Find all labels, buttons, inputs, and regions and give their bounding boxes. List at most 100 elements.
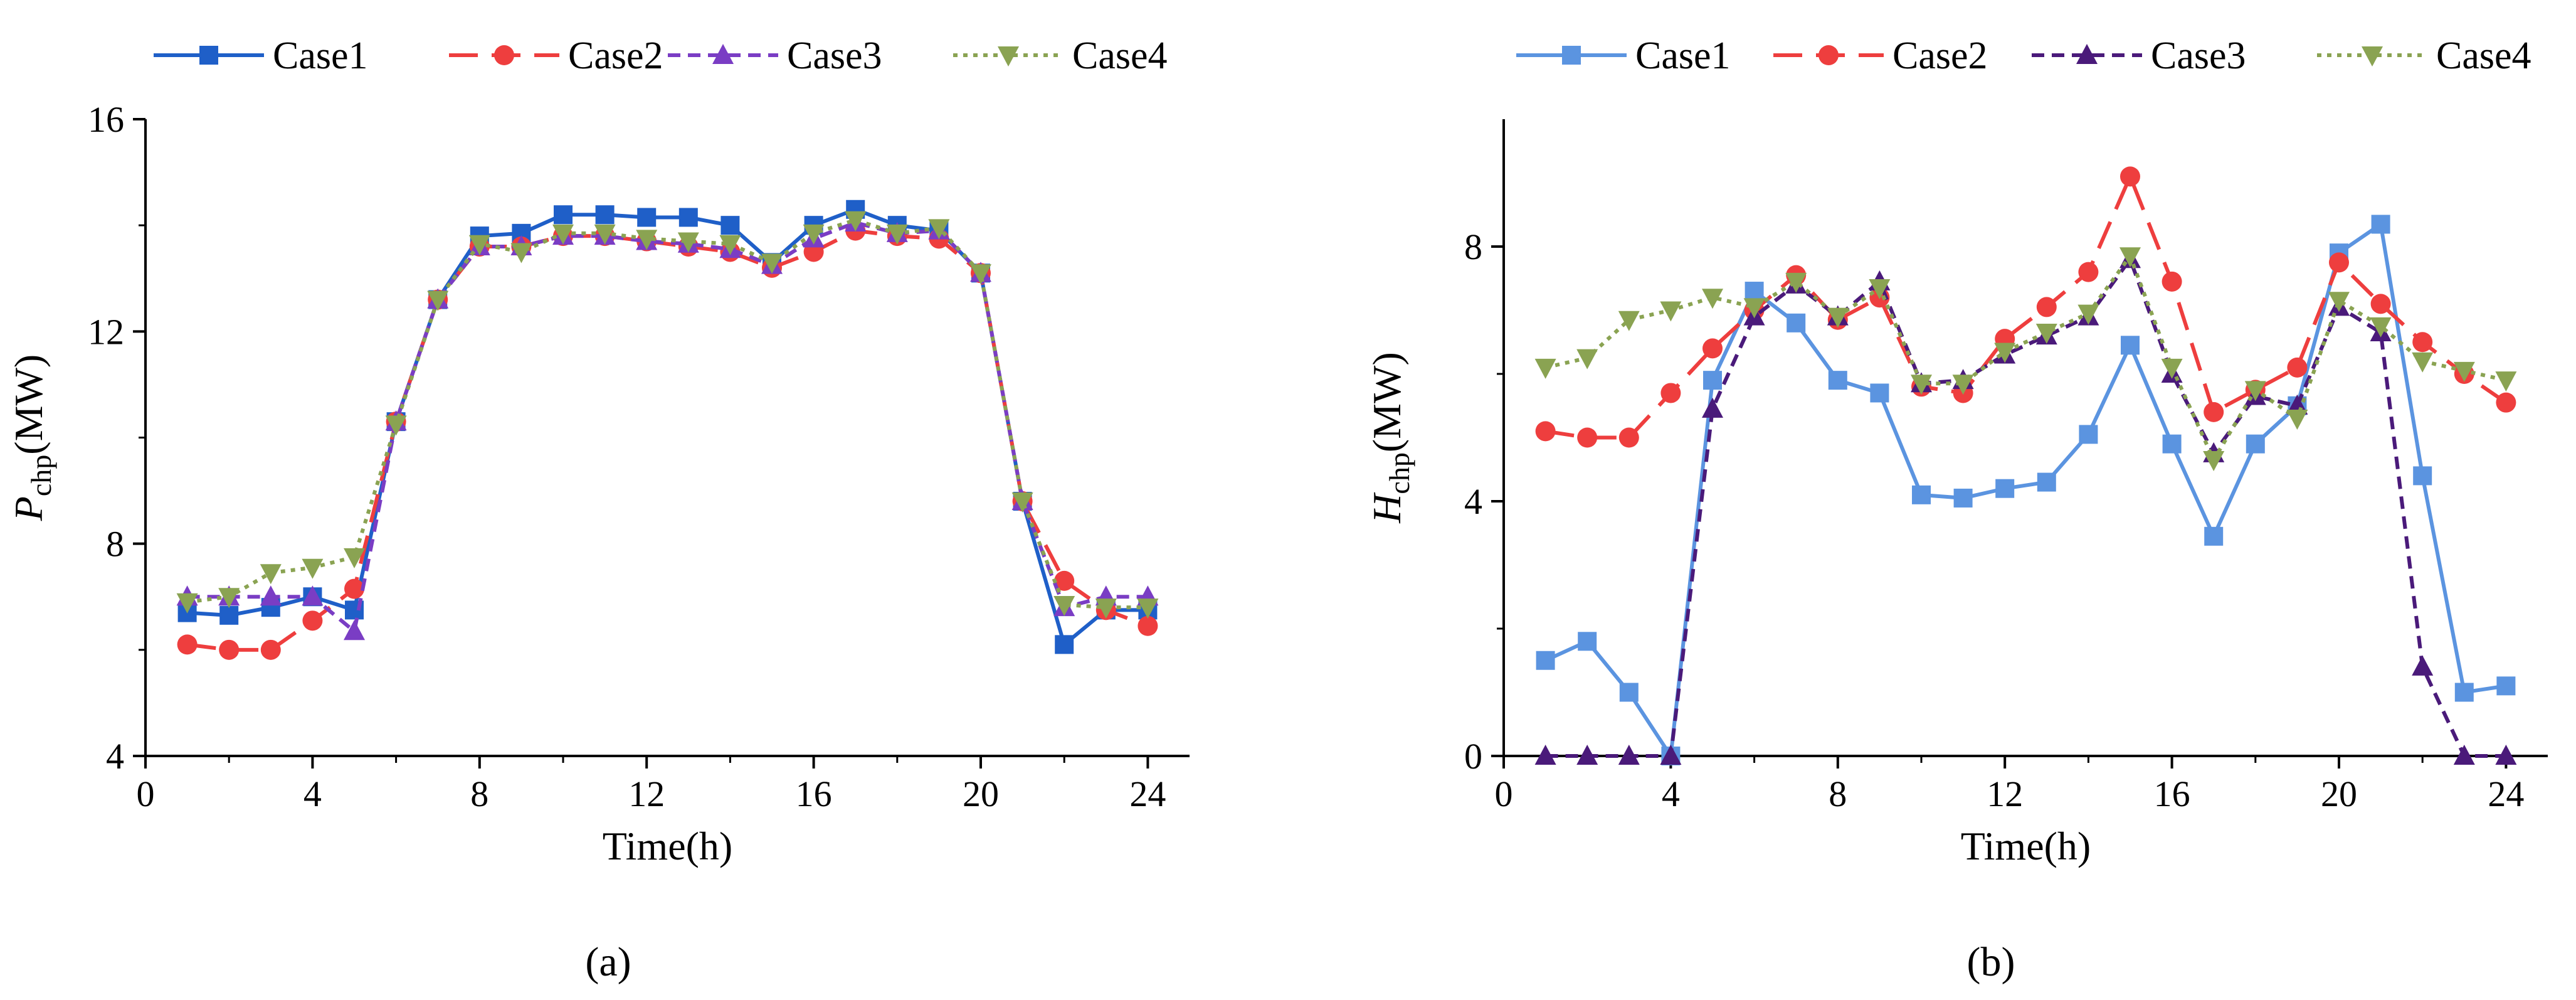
- legend-item-case4: Case4: [953, 35, 1168, 77]
- data-point: [1619, 683, 1639, 702]
- data-point: [552, 224, 574, 245]
- y-tick-label: 16: [88, 99, 124, 140]
- data-point: [344, 548, 365, 568]
- data-point: [302, 610, 323, 631]
- data-point: [1576, 349, 1598, 370]
- data-point: [260, 564, 282, 585]
- data-point: [2496, 676, 2516, 696]
- caption-b: (b): [1967, 939, 2015, 985]
- data-point: [1137, 598, 1159, 619]
- legend-item-case2: Case2: [1773, 35, 1988, 77]
- series-case3: [1534, 248, 2517, 765]
- data-point: [1952, 375, 1974, 395]
- y-tick-label: 4: [106, 736, 124, 777]
- data-point: [2286, 410, 2308, 430]
- series-line-case2: [187, 228, 1149, 652]
- data-point: [1534, 745, 1556, 765]
- data-point: [1660, 383, 1681, 403]
- legend-label: Case4: [1072, 35, 1168, 77]
- x-axis-title: Time(h): [603, 824, 732, 868]
- data-point: [2453, 361, 2475, 382]
- y-axis-title-main: H: [1365, 492, 1409, 524]
- y-axis-title-main: P: [6, 496, 51, 521]
- data-point: [2078, 262, 2099, 282]
- data-point: [845, 211, 867, 231]
- data-point: [2121, 336, 2140, 355]
- series-line-case2: [1545, 174, 2508, 440]
- data-point: [1702, 397, 1723, 418]
- series-line-case4: [1544, 254, 2507, 462]
- data-point: [1869, 279, 1891, 299]
- data-point: [302, 558, 324, 579]
- legend-marker: [2076, 44, 2098, 64]
- data-point: [2370, 317, 2392, 338]
- data-point: [886, 224, 908, 245]
- legend-marker: [1819, 45, 1839, 65]
- data-point: [1536, 651, 1555, 670]
- data-point: [2453, 745, 2475, 765]
- legend-item-case1: Case1: [154, 35, 368, 77]
- data-point: [2412, 352, 2434, 373]
- data-point: [2161, 358, 2183, 379]
- data-point: [2371, 215, 2390, 234]
- data-point: [1578, 632, 1597, 651]
- data-point: [678, 208, 698, 227]
- data-point: [1055, 635, 1074, 654]
- data-point: [1911, 375, 1932, 395]
- x-tick-label: 16: [796, 774, 832, 814]
- data-point: [2495, 745, 2517, 765]
- data-point: [1618, 745, 1640, 765]
- data-point: [2246, 434, 2265, 454]
- x-tick-label: 4: [304, 774, 322, 814]
- data-point: [1870, 383, 1889, 403]
- data-point: [2496, 392, 2516, 413]
- data-point: [721, 216, 740, 235]
- series-line-case3: [187, 220, 1148, 634]
- data-point: [719, 235, 741, 255]
- x-tick-label: 4: [1662, 774, 1680, 814]
- data-point: [970, 264, 991, 285]
- data-point: [344, 578, 364, 599]
- legend-item-case4: Case4: [2317, 35, 2531, 77]
- data-point: [302, 585, 324, 606]
- legend-label: Case4: [2436, 35, 2531, 77]
- y-tick-label: 8: [106, 524, 124, 565]
- series-case1: [1536, 215, 2516, 765]
- chart-panel-b: 0 4 8 12 16 20 24 0 4 8 Time(h) Hchp(MW) Case1 Case2 C…: [1365, 35, 2548, 868]
- y-axis-title-subscript: chp: [1383, 452, 1415, 494]
- data-point: [2329, 252, 2349, 273]
- data-point: [2370, 294, 2391, 314]
- x-tick-label: 12: [1987, 774, 2023, 814]
- y-axis-title: Pchp(MW): [6, 354, 57, 521]
- x-tick-label: 8: [1829, 774, 1847, 814]
- data-point: [554, 205, 573, 225]
- y-tick-label: 0: [1464, 736, 1482, 777]
- data-point: [2036, 297, 2057, 317]
- data-point: [176, 593, 198, 614]
- data-point: [928, 219, 950, 240]
- data-point: [1576, 745, 1598, 765]
- x-tick-label: 0: [137, 774, 155, 814]
- series-case4: [1534, 247, 2517, 472]
- data-point: [1787, 313, 1806, 332]
- x-tick-label: 20: [963, 774, 999, 814]
- data-point: [2244, 381, 2266, 402]
- data-point: [1702, 338, 1723, 359]
- data-point: [2413, 466, 2432, 486]
- data-point: [1994, 343, 2016, 363]
- data-point: [2328, 292, 2350, 312]
- legend-label: Case1: [1635, 35, 1731, 77]
- data-point: [2412, 655, 2434, 676]
- data-point: [2077, 304, 2099, 325]
- data-point: [2120, 166, 2140, 187]
- data-point: [1660, 301, 1682, 322]
- data-point: [595, 205, 615, 225]
- legend-marker: [712, 44, 734, 64]
- data-point: [1618, 311, 1640, 331]
- legend-marker: [998, 46, 1019, 66]
- series-case3: [176, 211, 1159, 641]
- data-point: [677, 232, 699, 253]
- y-tick-label: 4: [1464, 481, 1482, 522]
- data-point: [1785, 272, 1807, 293]
